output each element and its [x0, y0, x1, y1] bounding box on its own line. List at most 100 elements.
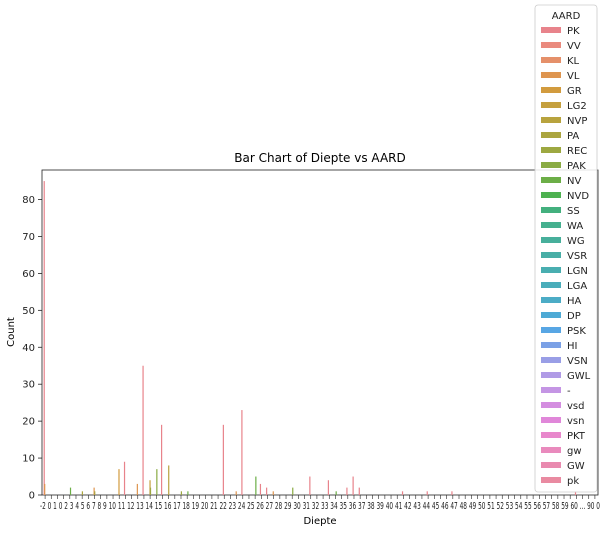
- legend-label: VSN: [567, 356, 588, 367]
- legend-swatch: [541, 297, 561, 303]
- legend-swatch: [541, 192, 561, 198]
- legend-swatch: [541, 252, 561, 258]
- legend-swatch: [541, 27, 561, 33]
- legend-swatch: [541, 177, 561, 183]
- bar-nvp-x20: [168, 465, 170, 495]
- legend-swatch: [541, 477, 561, 483]
- bars-group: [43, 181, 596, 499]
- bar-vl-x0: [44, 483, 46, 495]
- legend-label: WG: [567, 236, 585, 247]
- legend-swatch: [541, 327, 561, 333]
- legend-swatch: [541, 432, 561, 438]
- bar-pk-x36: [266, 487, 268, 495]
- bar-rec-x17: [149, 487, 152, 495]
- y-tick-label: 80: [22, 195, 35, 206]
- bar-vl-x31: [235, 491, 237, 495]
- y-tick-label: 40: [22, 343, 35, 354]
- legend-swatch: [541, 357, 561, 363]
- legend-label: NVD: [567, 191, 589, 202]
- bar-nv-x34: [255, 476, 257, 495]
- legend-label: HI: [567, 341, 577, 352]
- legend-label: WA: [567, 221, 583, 232]
- y-tick-label: 0: [29, 491, 35, 502]
- x-axis-label: Diepte: [303, 516, 336, 527]
- legend-label: LGA: [567, 281, 587, 292]
- bar-pk-x0: [43, 181, 45, 495]
- legend-label: GWL: [567, 371, 591, 382]
- bar-pk-x43: [309, 476, 311, 495]
- legend-label: vsd: [567, 401, 584, 412]
- legend-swatch: [541, 237, 561, 243]
- legend-label: NVP: [567, 116, 587, 127]
- legend-label: pk: [567, 476, 579, 487]
- chart-title: Bar Chart of Diepte vs AARD: [234, 151, 405, 165]
- legend-label: VSR: [567, 251, 587, 262]
- legend-label: LG2: [567, 101, 587, 112]
- bar-pk-x58: [401, 491, 404, 495]
- bar-pk-x66: [451, 491, 453, 495]
- y-tick-label: 50: [22, 306, 35, 317]
- x-tick-labels: -2 0 1 0 2 3 4 5 6 7 8 9 10 11 12 13 14 …: [40, 501, 600, 512]
- bar-nv-x4: [69, 487, 72, 495]
- legend-label: PA: [567, 131, 579, 142]
- legend-swatch: [541, 147, 561, 153]
- bar-vl-x37: [272, 491, 274, 495]
- legend-label: LGN: [567, 266, 588, 277]
- legend-items: PK VV KL VL GR LG2 NVP PA REC PAK NV NVD SS WA WG VSR LG…: [541, 26, 591, 487]
- y-tick-label: 10: [22, 454, 35, 465]
- bar-pk-x86: [574, 491, 577, 495]
- legend-label: REC: [567, 146, 587, 157]
- legend-label: NV: [567, 176, 581, 187]
- legend-label: HA: [567, 296, 582, 307]
- legend-label: gw: [567, 446, 582, 457]
- y-tick-label: 30: [22, 380, 35, 391]
- legend-label: GW: [567, 461, 585, 472]
- legend-title: AARD: [552, 11, 581, 22]
- bar-rec-x22: [180, 491, 182, 495]
- bar-pk-x35: [259, 483, 262, 495]
- legend: AARD PK VV KL VL GR LG2 NVP PA REC PAK NV NVD SS WA WG…: [534, 4, 598, 493]
- legend-label: vsn: [567, 416, 584, 427]
- legend-label: GR: [567, 86, 582, 97]
- legend-box: [534, 4, 598, 493]
- bar-pk-x13: [123, 461, 126, 495]
- legend-swatch: [541, 102, 561, 108]
- bar-pak-x40: [292, 487, 294, 495]
- bar-pk-x50: [352, 476, 354, 495]
- legend-swatch: [541, 312, 561, 318]
- legend-swatch: [541, 162, 561, 168]
- bar-pak-x18: [156, 469, 158, 495]
- legend-swatch: [541, 387, 561, 393]
- legend-label: PK: [567, 26, 580, 37]
- bar-pa-x8: [94, 491, 96, 495]
- legend-label: PAK: [567, 161, 586, 172]
- legend-label: KL: [567, 56, 580, 67]
- legend-label: DP: [567, 311, 581, 322]
- bar-vl-x15: [136, 483, 138, 495]
- bar-pk-x62: [426, 491, 428, 495]
- legend-label: VV: [567, 41, 581, 52]
- legend-swatch: [541, 372, 561, 378]
- legend-label: -: [567, 386, 571, 397]
- legend-swatch: [541, 207, 561, 213]
- legend-swatch: [541, 117, 561, 123]
- plot-frame: [41, 169, 599, 496]
- y-axis-ticks: 0 10 20 30 40 50 60 70 80: [22, 195, 42, 502]
- y-tick-label: 70: [22, 232, 35, 243]
- bar-nv-x23: [187, 491, 189, 495]
- bar-pk-x16: [142, 365, 144, 495]
- legend-swatch: [541, 57, 561, 63]
- legend-swatch: [541, 462, 561, 468]
- legend-swatch: [541, 87, 561, 93]
- bar-pk-x46: [327, 480, 329, 495]
- legend-swatch: [541, 222, 561, 228]
- y-tick-label: 20: [22, 417, 35, 428]
- legend-swatch: [541, 267, 561, 273]
- legend-label: SS: [567, 206, 580, 217]
- bar-pk-x29: [222, 424, 224, 495]
- bar-pk-x32: [241, 410, 243, 495]
- legend-swatch: [541, 447, 561, 453]
- legend-swatch: [541, 132, 561, 138]
- legend-swatch: [541, 42, 561, 48]
